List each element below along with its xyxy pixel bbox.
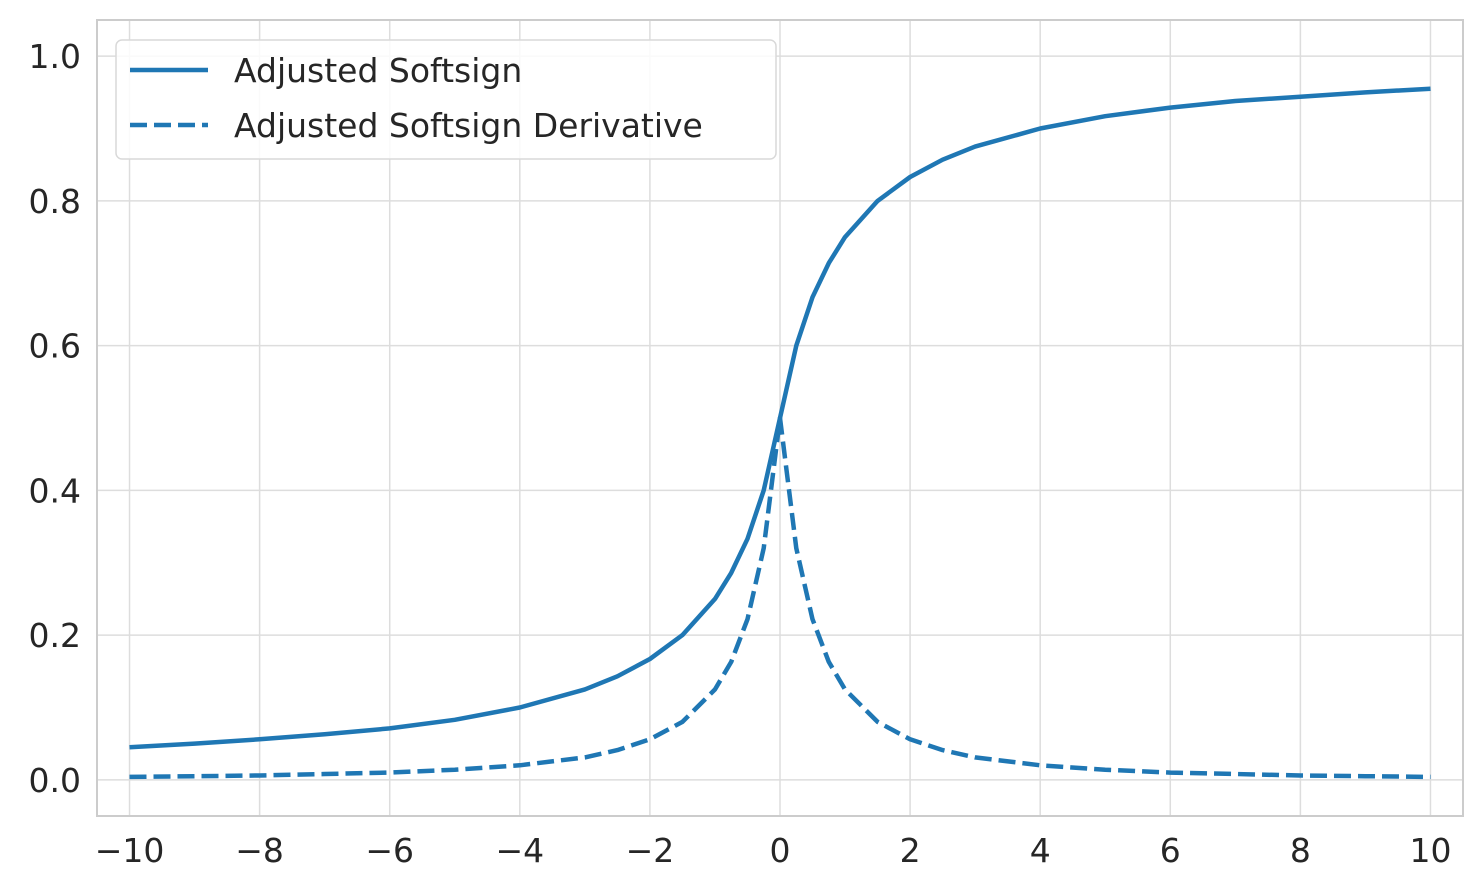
plot-frame — [96, 19, 1464, 817]
x-tick-label: −10 — [95, 831, 165, 870]
x-tick-label: 2 — [900, 831, 921, 870]
y-tick-label: 1.0 — [29, 37, 81, 76]
x-axis-ticks: −10 −8 −6 −4 −2 0 2 4 6 8 10 — [95, 831, 1452, 870]
y-axis-ticks: 0.0 0.2 0.4 0.6 0.8 1.0 — [29, 37, 81, 800]
legend-box — [115, 39, 777, 160]
y-tick-label: 0.4 — [29, 471, 81, 510]
legend: Adjusted Softsign Adjusted Softsign Deri… — [115, 39, 777, 160]
series-layer — [129, 86, 1431, 780]
x-tick-label: −8 — [235, 831, 284, 870]
legend-label-series-1: Adjusted Softsign Derivative — [234, 106, 703, 145]
x-tick-label: 10 — [1409, 831, 1451, 870]
series-line-derivative — [129, 415, 1431, 780]
x-tick-label: 6 — [1160, 831, 1181, 870]
x-tick-label: 4 — [1030, 831, 1051, 870]
x-tick-label: −6 — [365, 831, 414, 870]
legend-label-series-0: Adjusted Softsign — [234, 51, 522, 90]
x-tick-label: −4 — [495, 831, 544, 870]
y-tick-label: 0.6 — [29, 327, 81, 366]
x-tick-label: 8 — [1290, 831, 1311, 870]
y-tick-label: 0.0 — [29, 761, 81, 800]
x-tick-label: −2 — [626, 831, 675, 870]
y-tick-label: 0.8 — [29, 182, 81, 221]
x-tick-label: 0 — [770, 831, 791, 870]
y-tick-label: 0.2 — [29, 616, 81, 655]
